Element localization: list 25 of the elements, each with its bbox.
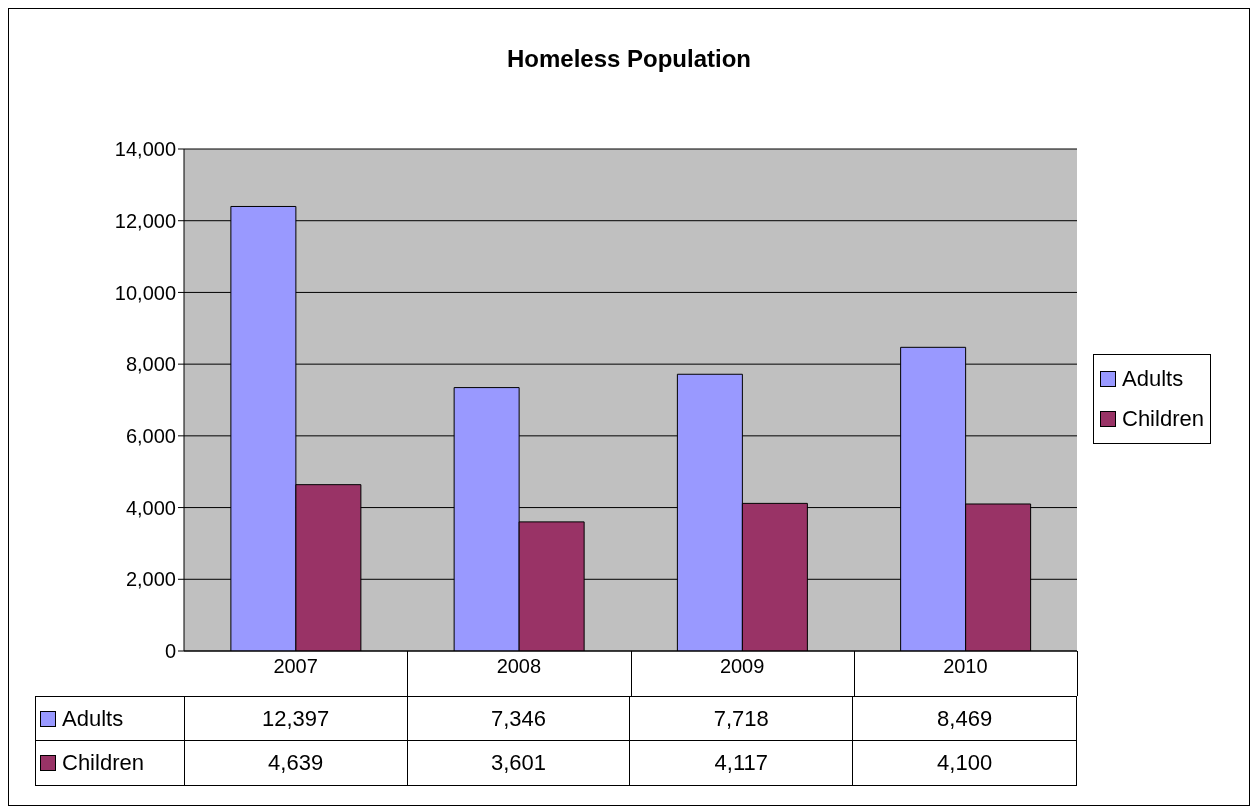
y-tick-label: 12,000: [114, 209, 176, 232]
y-tick-label: 2,000: [125, 568, 176, 591]
data-label: 4,639: [184, 741, 408, 785]
x-tick-label: 2009: [719, 655, 765, 678]
x-tick-label: 2007: [273, 655, 318, 678]
data-label: 4,117: [630, 741, 854, 785]
text: Adults: [1122, 366, 1184, 391]
data-label: 4,100: [936, 749, 994, 777]
data-label: 7,346: [407, 697, 631, 740]
chart-title: Homeless Population: [505, 45, 752, 73]
data-label: 3,601: [407, 741, 631, 785]
data-label: 12,397: [184, 697, 408, 740]
data-label: 8,469: [936, 704, 994, 733]
text: Children: [62, 750, 144, 775]
y-tick-label: 0: [164, 640, 176, 663]
x-tick-label: 2008: [496, 655, 542, 678]
data-label: 7,718: [630, 697, 854, 740]
y-tick-label: 10,000: [114, 281, 176, 304]
legend-label: Children: [1122, 406, 1204, 432]
x-tick-label: 2010: [943, 655, 988, 678]
legend-label: Adults: [62, 705, 124, 732]
y-tick-label: 8,000: [125, 353, 176, 376]
y-tick-label: 4,000: [125, 496, 176, 519]
y-tick-label: 14,000: [114, 138, 176, 161]
y-tick-label: 6,000: [125, 424, 176, 447]
